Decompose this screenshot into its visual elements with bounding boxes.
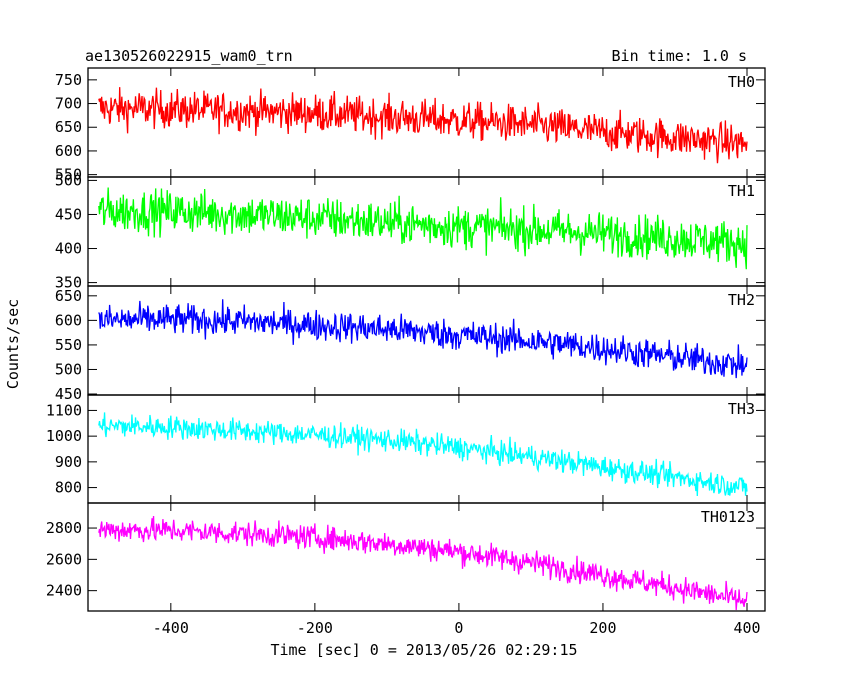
x-tick-label: 400 [733, 619, 760, 637]
y-tick-label: 750 [55, 71, 82, 89]
panel-th3: 800 900 1000 1100 TH3 [46, 394, 766, 504]
series-label: TH0 [728, 73, 755, 91]
x-tick-label: 200 [589, 619, 616, 637]
y-tick-label: 550 [55, 166, 82, 184]
x-axis-label: Time [sec] 0 = 2013/05/26 02:29:15 [270, 641, 577, 659]
series-line-th1 [98, 187, 748, 270]
y-tick-label: 600 [55, 142, 82, 160]
panel-frame [87, 285, 766, 396]
panel-th0: 550 600 650 700 750 TH0 [55, 67, 766, 184]
y-tick-label: 2800 [46, 519, 82, 537]
y-tick-label: 800 [55, 479, 82, 497]
y-tick-label: 900 [55, 453, 82, 471]
x-tick-label: -200 [297, 619, 333, 637]
y-tick-label: 1000 [46, 427, 82, 445]
y-tick-label: 450 [55, 385, 82, 403]
y-tick-label: 600 [55, 311, 82, 329]
bin-time-label: Bin time: 1.0 s [612, 47, 747, 65]
series-label: TH0123 [701, 508, 755, 526]
y-tick-label: 2400 [46, 582, 82, 600]
y-tick-label: 500 [55, 171, 82, 189]
panel-frame [87, 67, 766, 178]
panel-frame [87, 502, 766, 612]
y-tick-label: 1100 [46, 401, 82, 419]
y-tick-label: 700 [55, 95, 82, 113]
series-label: TH1 [728, 182, 755, 200]
chart-title: ae130526022915_wam0_trn [85, 47, 293, 65]
series-line-th3 [98, 412, 748, 497]
y-tick-label: 400 [55, 240, 82, 258]
x-axis: -400 -200 0 200 400 [153, 619, 761, 637]
y-tick-label: 450 [55, 205, 82, 223]
x-tick-label: -400 [153, 619, 189, 637]
series-line-th0 [98, 87, 748, 164]
y-tick-label: 350 [55, 274, 82, 292]
panel-th2: 450 500 550 600 650 TH2 [55, 285, 766, 403]
series-label: TH2 [728, 291, 755, 309]
x-tick-label: 0 [454, 619, 463, 637]
series-line-th2 [98, 299, 748, 379]
y-tick-label: 550 [55, 336, 82, 354]
panel-th1: 350 400 450 500 TH1 [55, 171, 766, 292]
series-label: TH3 [728, 400, 755, 418]
y-tick-label: 650 [55, 287, 82, 305]
y-tick-label: 500 [55, 360, 82, 378]
y-tick-label: 2600 [46, 550, 82, 568]
y-axis-label: Counts/sec [4, 299, 22, 389]
panel-th0123: 2400 2600 2800 TH0123 [46, 502, 766, 612]
y-tick-label: 650 [55, 118, 82, 136]
series-line-th0123 [98, 515, 748, 611]
